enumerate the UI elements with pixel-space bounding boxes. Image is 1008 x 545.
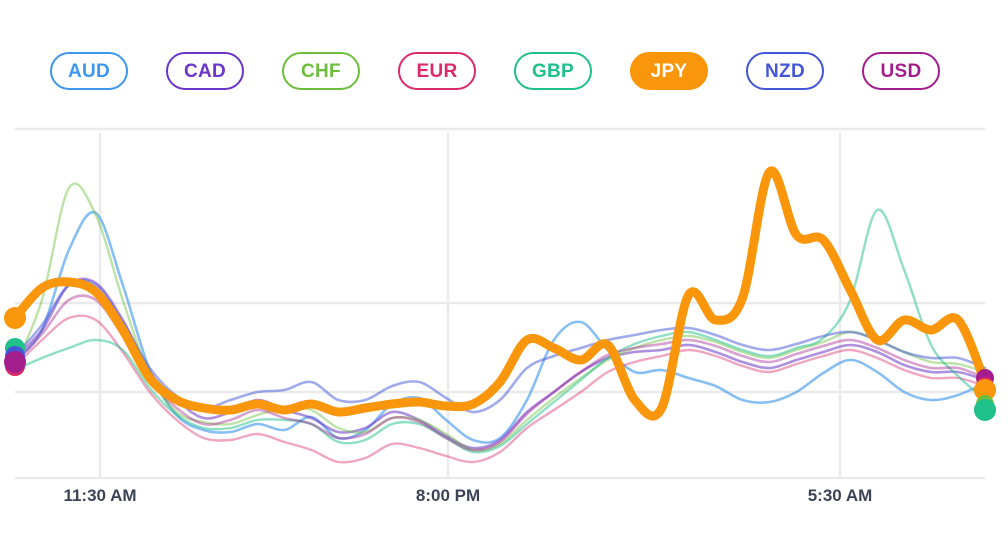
- legend-pill-chf[interactable]: CHF: [282, 52, 360, 90]
- series-line-usd: [13, 294, 987, 452]
- chart-endpoint-dots: [4, 307, 996, 421]
- end-dot-gbp: [974, 399, 996, 421]
- chart-series-lines: [10, 166, 990, 464]
- start-dot-usd: [4, 351, 26, 373]
- legend-pill-label: GBP: [531, 60, 575, 82]
- legend-pill-gbp[interactable]: GBP: [514, 52, 592, 90]
- x-axis-tick-label: 8:00 PM: [415, 486, 481, 505]
- legend-pill-label: USD: [880, 60, 922, 82]
- start-dot-jpy: [4, 307, 26, 329]
- series-line-gbp: [13, 208, 987, 454]
- legend-pill-label: NZD: [765, 60, 805, 82]
- legend-pill-nzd[interactable]: NZD: [746, 52, 824, 90]
- currency-legend: AUD CAD CHF EUR GBP JPY NZD USD: [0, 45, 1008, 97]
- legend-pill-label: JPY: [650, 60, 688, 82]
- legend-pill-label: AUD: [67, 60, 111, 82]
- legend-pill-label: CHF: [301, 60, 341, 82]
- legend-pill-usd[interactable]: USD: [862, 52, 940, 90]
- legend-pill-label: CAD: [183, 60, 227, 82]
- legend-pill-label: EUR: [416, 60, 458, 82]
- legend-pill-jpy[interactable]: JPY: [630, 52, 708, 90]
- legend-pill-eur[interactable]: EUR: [398, 52, 476, 90]
- x-axis-tick-label: 11:30 AM: [63, 486, 137, 505]
- end-dot-jpy: [974, 379, 996, 401]
- chart-gridlines: [15, 127, 985, 480]
- line-chart-svg: [4, 127, 996, 480]
- x-axis-ticks: 11:30 AM 8:00 PM 5:30 AM: [0, 486, 1008, 526]
- series-line-eur: [13, 314, 987, 464]
- x-axis-tick-label: 5:30 AM: [807, 486, 873, 505]
- chart-plot-area: [0, 110, 1008, 490]
- legend-pill-aud[interactable]: AUD: [50, 52, 128, 90]
- series-line-aud: [13, 210, 987, 444]
- series-line-jpy: [10, 166, 990, 421]
- legend-pill-cad[interactable]: CAD: [166, 52, 244, 90]
